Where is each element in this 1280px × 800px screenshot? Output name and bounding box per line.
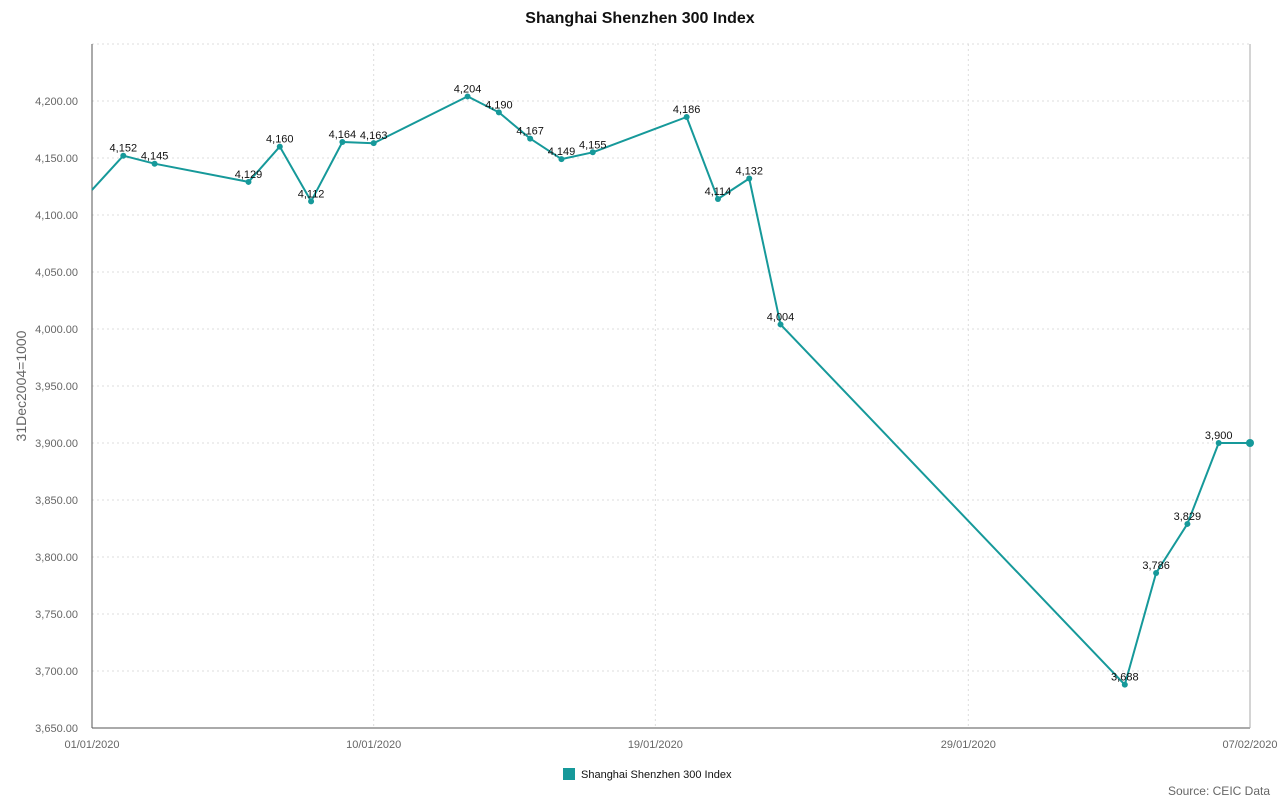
data-label: 4,167 <box>516 126 544 138</box>
data-point <box>746 175 753 182</box>
data-label: 4,190 <box>485 99 513 111</box>
y-tick-label: 3,650.00 <box>35 723 78 735</box>
data-point <box>1153 569 1160 576</box>
data-point <box>276 143 283 150</box>
x-tick-label: 10/01/2020 <box>346 739 401 751</box>
y-tick-labels: 3,650.00 3,700.00 3,750.00 3,800.00 3,850.00… <box>35 96 78 735</box>
data-point <box>1184 520 1191 527</box>
x-tick-label: 19/01/2020 <box>628 739 683 751</box>
x-tick-label: 01/01/2020 <box>64 739 119 751</box>
data-label: 4,112 <box>298 188 325 200</box>
data-label: 4,152 <box>110 143 138 155</box>
y-tick-label: 3,700.00 <box>35 666 78 678</box>
data-label: 4,186 <box>673 104 701 116</box>
legend[interactable]: Shanghai Shenzhen 300 Index <box>563 768 732 781</box>
data-point <box>120 152 127 159</box>
data-point <box>589 149 596 156</box>
y-tick-label: 4,200.00 <box>35 96 78 108</box>
data-point <box>464 93 471 100</box>
x-tick-label: 07/02/2020 <box>1222 739 1277 751</box>
x-tick-label: 29/01/2020 <box>941 739 996 751</box>
y-tick-label: 3,750.00 <box>35 609 78 621</box>
data-point <box>339 139 346 146</box>
data-label: 4,149 <box>548 146 576 158</box>
y-tick-label: 3,950.00 <box>35 381 78 393</box>
data-label: 4,163 <box>360 130 388 142</box>
y-tick-label: 3,800.00 <box>35 552 78 564</box>
legend-label: Shanghai Shenzhen 300 Index <box>581 769 732 781</box>
data-point <box>777 321 784 328</box>
data-label: 4,164 <box>329 129 357 141</box>
y-tick-label: 4,150.00 <box>35 153 78 165</box>
data-point <box>1121 681 1128 688</box>
data-label: 4,132 <box>735 166 763 178</box>
data-point <box>527 135 534 142</box>
y-tick-label: 3,900.00 <box>35 438 78 450</box>
data-label: 4,114 <box>705 186 732 198</box>
data-point <box>370 140 377 147</box>
data-label: 4,155 <box>579 139 607 151</box>
data-label: 4,160 <box>266 134 294 146</box>
data-label: 3,900 <box>1205 430 1233 442</box>
data-label: 4,204 <box>454 83 482 95</box>
data-point <box>1215 440 1222 446</box>
grid <box>91 43 1251 729</box>
series-line <box>91 95 1250 686</box>
y-tick-label: 4,100.00 <box>35 210 78 222</box>
data-label: 4,129 <box>235 169 263 181</box>
data-point <box>558 156 565 163</box>
data-point <box>683 113 690 120</box>
y-tick-label: 4,000.00 <box>35 324 78 336</box>
data-label: 3,688 <box>1111 672 1139 684</box>
data-point <box>1246 439 1254 447</box>
axes <box>91 44 1251 729</box>
data-point <box>245 178 252 185</box>
y-axis-label: 31Dec2004=1000 <box>13 330 29 441</box>
data-label: 3,829 <box>1174 511 1202 523</box>
x-tick-labels: 01/01/2020 10/01/2020 19/01/2020 29/01/2020… <box>64 739 1277 751</box>
data-point <box>495 109 502 116</box>
data-point <box>308 198 315 205</box>
legend-swatch <box>563 768 575 780</box>
data-point <box>151 160 158 167</box>
y-tick-label: 4,050.00 <box>35 267 78 279</box>
y-tick-label: 3,850.00 <box>35 495 78 507</box>
data-label: 4,004 <box>767 311 795 323</box>
chart-title: Shanghai Shenzhen 300 Index <box>525 10 754 27</box>
data-point <box>714 196 721 203</box>
data-label: 3,786 <box>1142 560 1170 572</box>
data-label: 4,145 <box>141 151 169 163</box>
source-note: Source: CEIC Data <box>1168 784 1270 798</box>
